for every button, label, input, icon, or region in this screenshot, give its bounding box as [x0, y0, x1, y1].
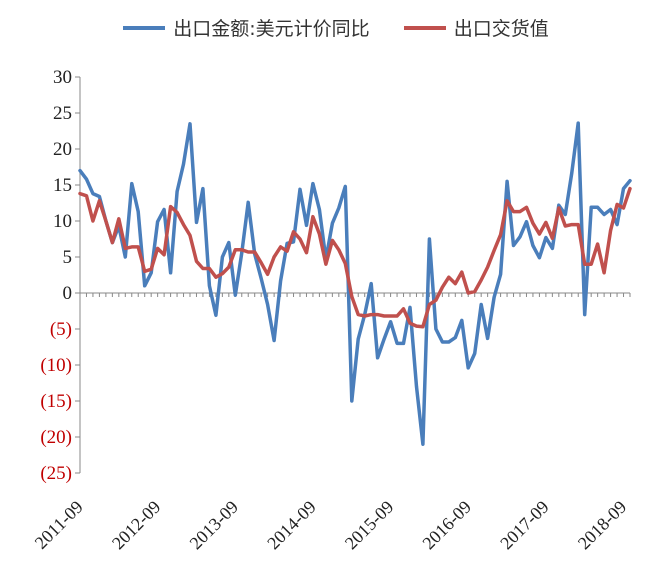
x-tick-label: 2014-09: [263, 497, 320, 554]
x-tick-label: 2013-09: [186, 497, 243, 554]
y-tick-label: (10): [40, 355, 72, 376]
x-tick-label: 2017-09: [496, 497, 553, 554]
y-tick-label: (5): [50, 319, 72, 340]
y-tick-label: 30: [53, 67, 72, 88]
legend-item-export-delivery: 出口交货值: [403, 14, 549, 41]
y-tick-label: 5: [63, 247, 73, 268]
legend-item-export-amount: 出口金额:美元计价同比: [123, 14, 370, 41]
legend-label-export-delivery: 出口交货值: [453, 18, 549, 40]
x-tick-label: 2018-09: [574, 497, 631, 554]
y-tick-label: (25): [40, 463, 72, 484]
legend-swatch-export-delivery: [403, 25, 446, 30]
y-tick-label: 0: [63, 283, 73, 304]
x-tick-label: 2011-09: [31, 497, 87, 553]
y-tick-label: 10: [53, 211, 72, 232]
y-tick-label: (15): [40, 391, 72, 412]
series-line-export-delivery: [78, 186, 632, 329]
legend-label-export-amount: 出口金额:美元计价同比: [173, 18, 370, 40]
y-tick-label: 20: [53, 139, 72, 160]
y-tick-label: 25: [53, 103, 72, 124]
series-line-export-amount: [78, 121, 632, 446]
y-tick-label: (20): [40, 427, 72, 448]
legend-swatch-export-amount: [123, 25, 166, 30]
x-tick-label: 2016-09: [418, 497, 475, 554]
x-tick-label: 2015-09: [341, 497, 398, 554]
y-tick-label: 15: [53, 175, 72, 196]
x-tick-label: 2012-09: [108, 497, 165, 554]
chart-legend: 出口金额:美元计价同比 出口交货值: [0, 14, 672, 41]
